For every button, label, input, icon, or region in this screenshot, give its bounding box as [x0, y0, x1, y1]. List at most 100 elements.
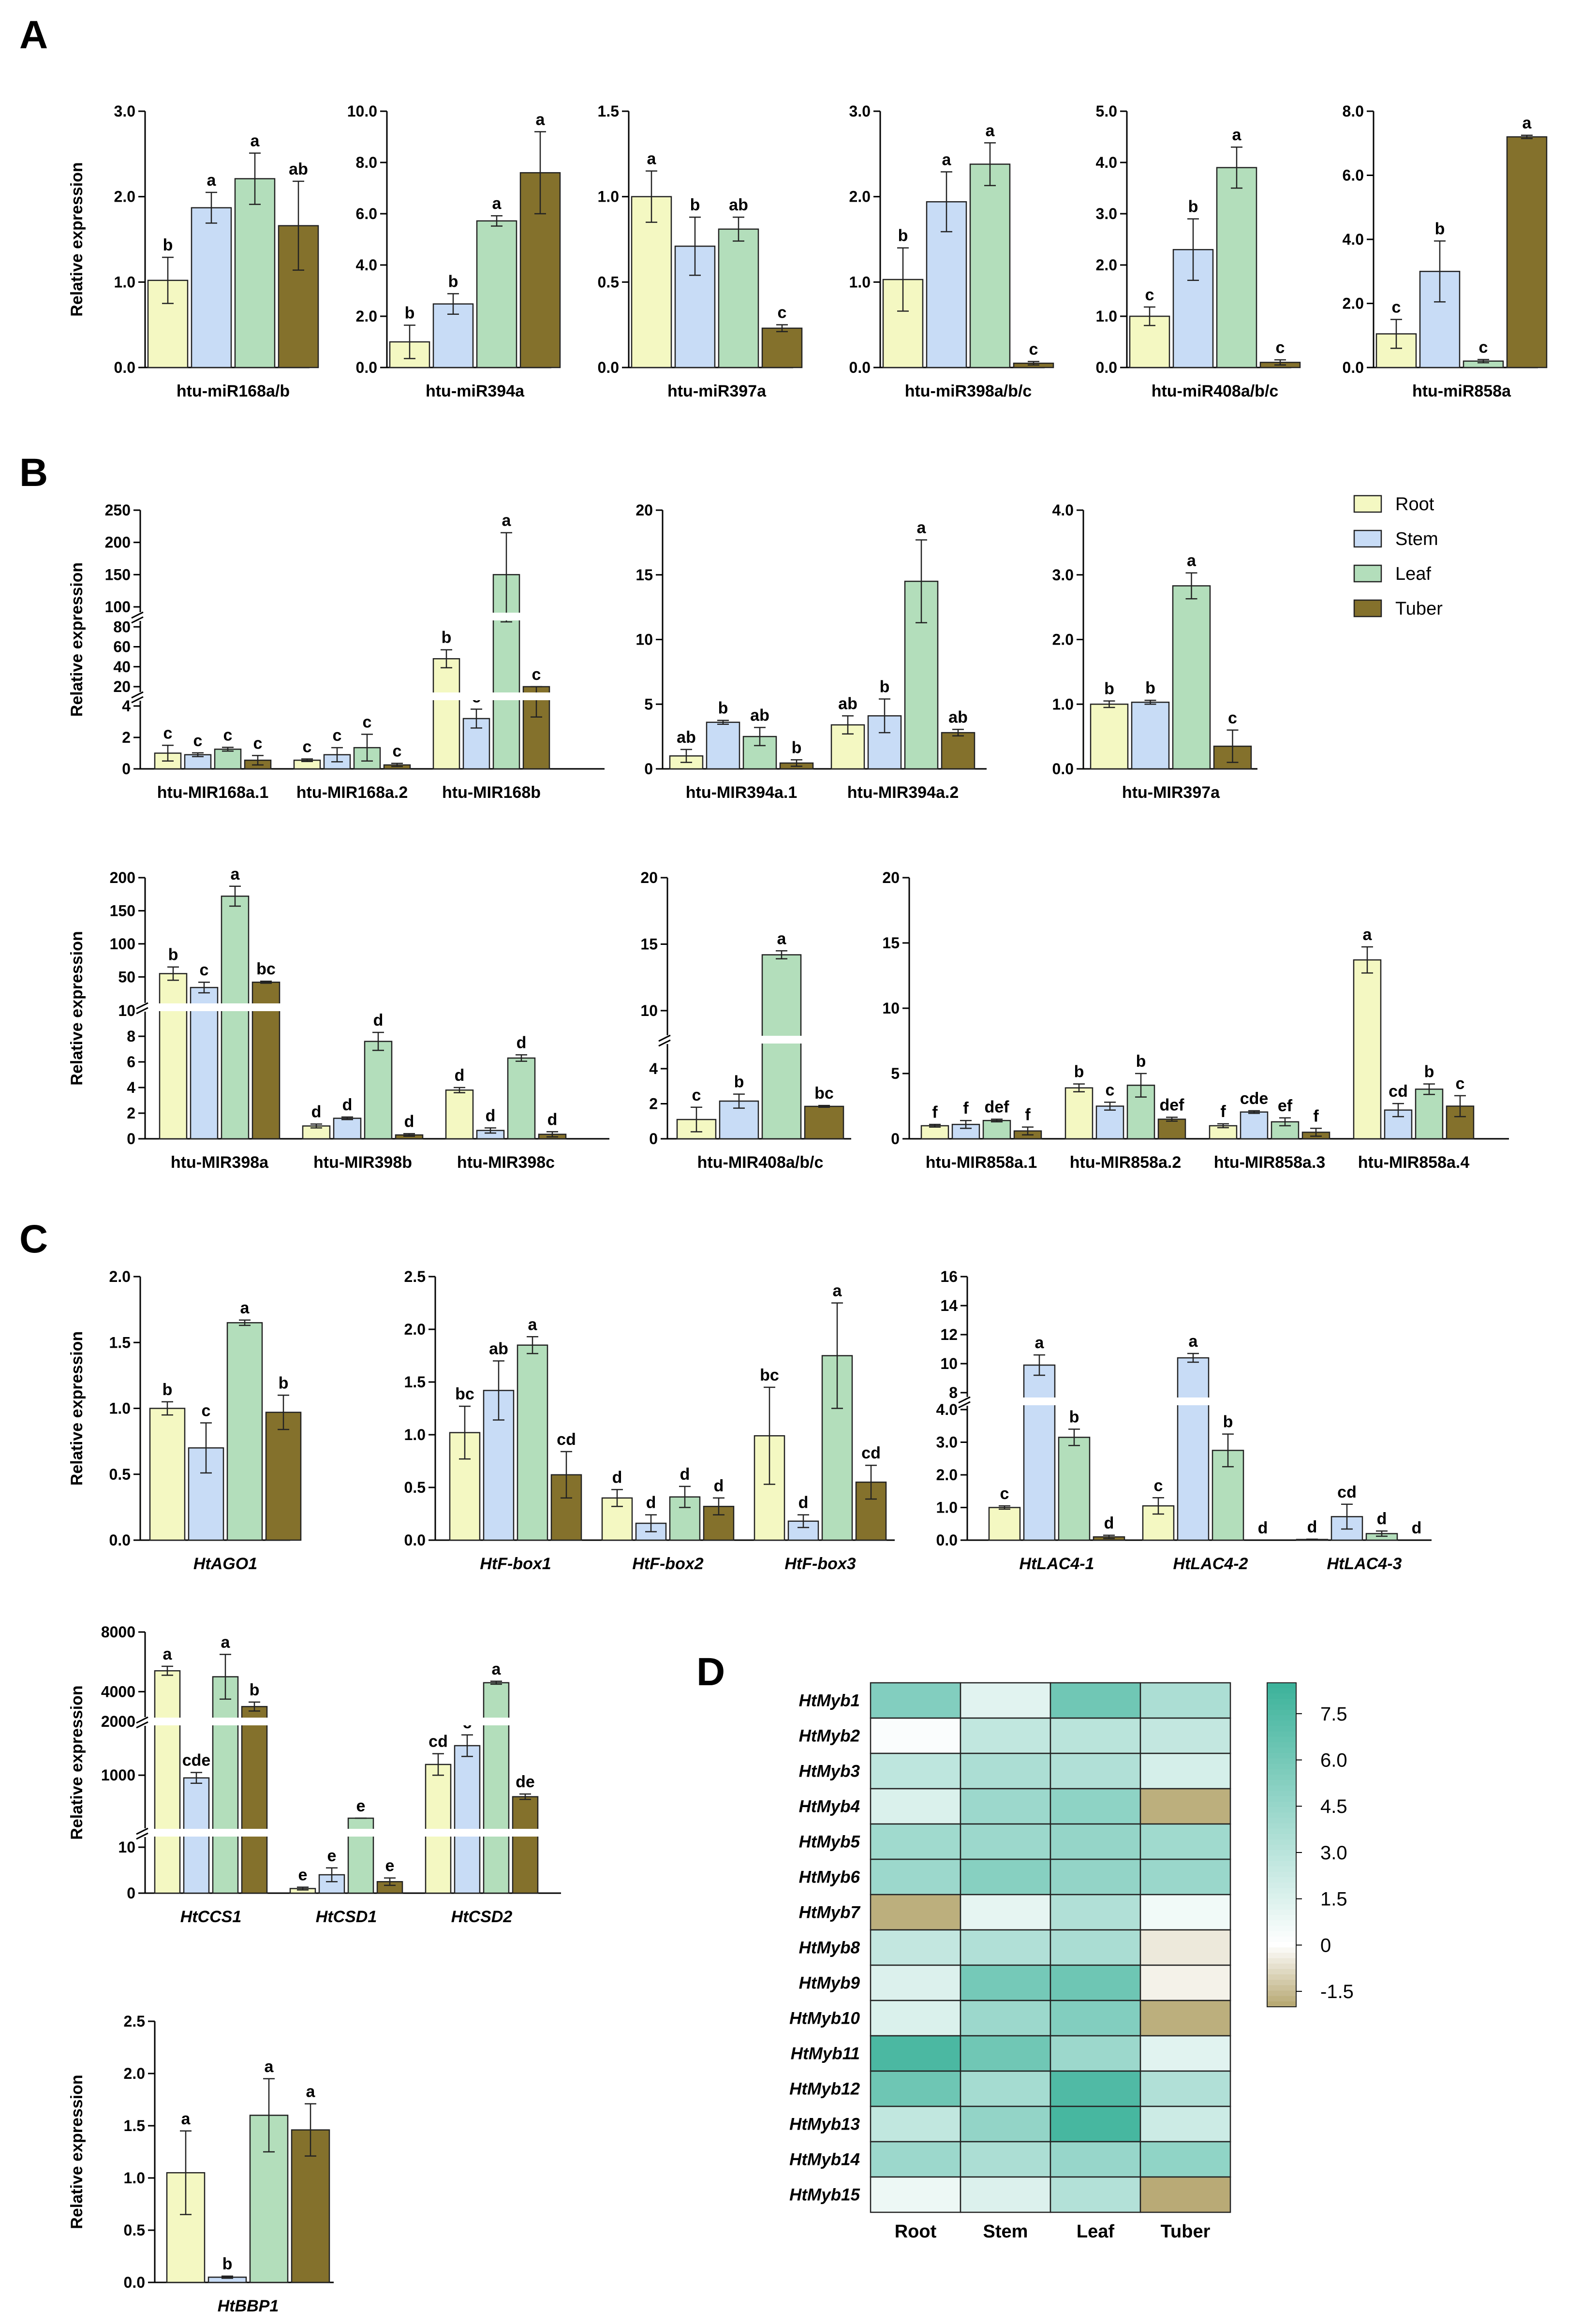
colorbar-segment [1267, 1850, 1296, 1856]
colorbar-segment [1267, 1726, 1296, 1732]
y-tick-label: 1.0 [114, 273, 135, 291]
x-category-label: HtF-box1 [480, 1555, 551, 1573]
significance-letter: a [240, 1299, 250, 1317]
axis-break-mark [958, 1396, 971, 1404]
y-tick-label: 4 [127, 1079, 135, 1096]
axis-break-mark [131, 691, 144, 699]
colorbar-tick-label: 6.0 [1320, 1750, 1347, 1771]
colorbar-segment [1267, 1969, 1296, 1975]
y-tick-label: 10 [882, 1000, 900, 1017]
significance-letter: def [1160, 1096, 1185, 1114]
significance-letter: b [1145, 679, 1155, 697]
y-tick-label: 80 [113, 618, 131, 635]
significance-letter: a [942, 150, 952, 169]
colorbar-tick-label: 3.0 [1320, 1842, 1347, 1864]
x-category-label: htu-MIR168b [442, 783, 541, 802]
heatmap-cell [870, 1929, 961, 1966]
x-category-label: HtLAC4-3 [1327, 1555, 1402, 1573]
significance-letter: a [777, 929, 787, 948]
significance-letter: d [612, 1468, 622, 1486]
significance-letter: d [311, 1103, 322, 1121]
heatmap-cell [960, 2105, 1051, 2143]
significance-letter: c [202, 1401, 211, 1420]
heatmap-cell [960, 1929, 1051, 1966]
colorbar-segment [1267, 1910, 1296, 1915]
legend-label-root: Root [1395, 494, 1434, 515]
heatmap-row-label: HtMyb3 [799, 1762, 860, 1781]
heatmap-cell [870, 1823, 961, 1860]
chart-C4: 0 10 1000 2000 4000 8000 a cde a b HtCCS1 e e e e HtCSD… [68, 1623, 561, 1926]
significance-letter: ab [729, 196, 748, 214]
bar-break-gap [425, 1718, 539, 1725]
significance-letter: b [222, 2255, 233, 2273]
significance-letter: a [492, 194, 502, 213]
significance-letter: a [1187, 552, 1197, 570]
significance-letter: bc [814, 1084, 834, 1103]
colorbar-tick-label: 0 [1320, 1935, 1331, 1956]
colorbar-tick-label: 1.5 [1320, 1889, 1347, 1910]
colorbar-segment [1267, 1709, 1296, 1716]
bar [432, 658, 460, 770]
bar [1023, 1364, 1056, 1541]
y-tick-label: 10 [118, 1839, 135, 1856]
heatmap-col-label: Tuber [1161, 2221, 1211, 2242]
heatmap-cell [870, 2176, 961, 2213]
significance-letter: a [163, 1645, 173, 1663]
y-tick-label: 2.5 [124, 2013, 145, 2030]
y-tick-label: 8 [127, 1028, 135, 1045]
bar [221, 896, 250, 1140]
y-tick-label: 4000 [101, 1683, 135, 1700]
colorbar-segment [1267, 1996, 1296, 2002]
heatmap-cell [960, 1823, 1051, 1860]
y-tick-label: 16 [940, 1268, 958, 1285]
heatmap-cell [1139, 2070, 1231, 2107]
panel-label-D: D [696, 1650, 725, 1694]
colorbar-tick-label: -1.5 [1320, 1981, 1354, 2002]
significance-letter: d [455, 1066, 465, 1085]
significance-letter: d [1412, 1519, 1422, 1537]
colorbar-segment [1267, 1807, 1296, 1813]
chart-A2: 0.0 2.0 4.0 6.0 8.0 10.0 b b a a htu-miR394a [347, 103, 561, 400]
heatmap-row-label: HtMyb5 [799, 1833, 860, 1852]
colorbar-segment [1267, 1883, 1296, 1889]
bar [1240, 1111, 1269, 1140]
axis-break-mark [136, 1832, 148, 1840]
colorbar-segment [1267, 1861, 1296, 1867]
legend-swatch [1353, 599, 1382, 618]
significance-letter: b [442, 629, 452, 647]
heatmap-cell [870, 2070, 961, 2107]
y-tick-label: 2.0 [1096, 256, 1117, 274]
colorbar-segment [1267, 1780, 1296, 1786]
bar [941, 732, 975, 770]
y-tick-label: 10 [940, 1355, 958, 1372]
heatmap-cell [1139, 1858, 1231, 1896]
bar [920, 1125, 949, 1140]
heatmap-cell [1049, 2035, 1141, 2072]
y-tick-label: 250 [105, 501, 131, 519]
y-tick-label: 0.0 [1052, 760, 1074, 778]
significance-letter: cd [1389, 1082, 1408, 1101]
colorbar-segment [1267, 1963, 1296, 1970]
significance-letter: ab [677, 728, 696, 747]
significance-letter: c [1154, 1476, 1163, 1495]
significance-letter: d [1307, 1518, 1317, 1536]
colorbar-segment [1267, 1823, 1296, 1829]
heatmap-cell [870, 1752, 961, 1790]
heatmap-row-label: HtMyb7 [799, 1903, 861, 1922]
significance-letter: d [646, 1494, 656, 1512]
y-tick-label: 0.0 [849, 359, 871, 376]
bar [190, 986, 219, 1140]
heatmap-col-label: Root [895, 2221, 937, 2242]
significance-letter: a [536, 110, 546, 129]
y-tick-label: 0 [644, 760, 653, 778]
colorbar-segment [1267, 1845, 1296, 1851]
significance-letter: cde [1240, 1089, 1269, 1108]
heatmap-cell [960, 1788, 1051, 1825]
significance-letter: a [207, 171, 217, 190]
colorbar-segment [1267, 1699, 1296, 1705]
colorbar-segment [1267, 1796, 1296, 1802]
y-tick-label: 2.0 [114, 188, 135, 206]
significance-letter: d [714, 1477, 724, 1495]
significance-letter: e [327, 1847, 337, 1865]
colorbar-segment [1267, 1855, 1296, 1862]
